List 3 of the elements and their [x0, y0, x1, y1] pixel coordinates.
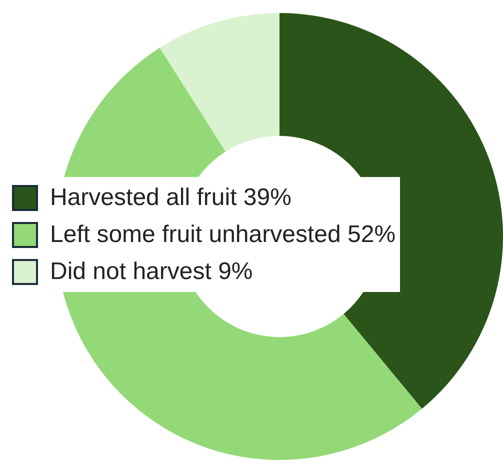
legend-label: Did not harvest 9% [50, 258, 253, 286]
legend-label: Harvested all fruit 39% [50, 184, 292, 212]
legend-label: Left some fruit unharvested 52% [50, 220, 396, 248]
